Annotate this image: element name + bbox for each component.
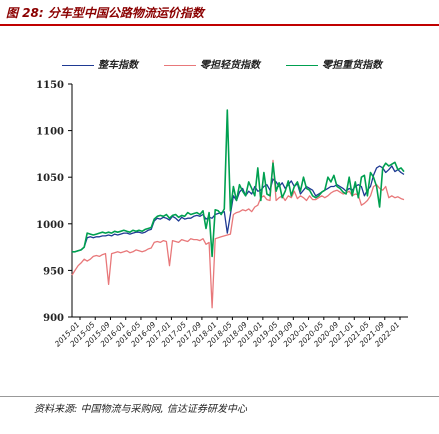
y-tick-label: 950 xyxy=(43,266,64,277)
legend-label-series-1: 整车指数 xyxy=(98,60,138,71)
legend-item-series-2: 零担轻货指数 xyxy=(164,56,260,71)
legend-label-series-3: 零担重货指数 xyxy=(322,60,382,71)
figure-title: 图 28: 分车型中国公路物流运价指数 xyxy=(6,6,204,20)
legend-item-series-1: 整车指数 xyxy=(62,56,138,71)
series-line-2 xyxy=(71,159,405,309)
y-tick-label: 1100 xyxy=(36,127,64,138)
y-tick-label: 900 xyxy=(43,313,64,324)
series-line-1 xyxy=(72,165,405,253)
series-line-3 xyxy=(72,109,405,258)
legend-swatch-series-3 xyxy=(286,65,318,66)
footer-divider xyxy=(0,396,439,397)
legend-swatch-series-1 xyxy=(62,65,94,66)
legend-swatch-series-2 xyxy=(164,65,196,66)
legend-label-series-2: 零担轻货指数 xyxy=(200,60,260,71)
figure-header: 图 28: 分车型中国公路物流运价指数 xyxy=(0,0,439,26)
legend-item-series-3: 零担重货指数 xyxy=(286,56,382,71)
y-tick-label: 1050 xyxy=(36,173,64,184)
plot-area: 90095010001050110011502015-012015-052015… xyxy=(36,80,408,349)
y-tick-label: 1150 xyxy=(36,80,64,91)
y-tick-label: 1000 xyxy=(36,220,64,231)
source-note: 资料来源: 中国物流与采购网, 信达证券研发中心 xyxy=(34,404,247,415)
